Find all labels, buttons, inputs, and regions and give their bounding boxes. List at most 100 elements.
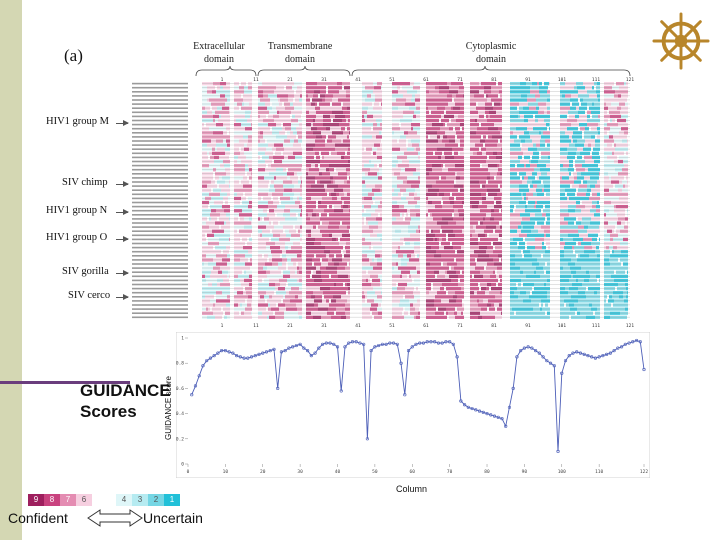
msa-cell-block	[500, 188, 502, 192]
msa-cell-block	[497, 270, 502, 274]
msa-cell-block	[246, 270, 252, 274]
msa-cell-block	[213, 188, 221, 192]
msa-cell-block	[223, 278, 229, 283]
msa-cell-block	[283, 295, 285, 299]
msa-cell-block	[571, 139, 573, 143]
msa-cell-block	[518, 123, 529, 127]
msa-cell-block	[426, 168, 432, 172]
msa-cell-block	[271, 164, 280, 168]
msa-cell-block	[444, 192, 450, 196]
msa-cell-block	[371, 303, 378, 307]
legend-swatch-3: 3	[132, 494, 148, 506]
msa-cell-block	[202, 82, 213, 86]
msa-cell-block	[592, 246, 596, 250]
msa-cell-block	[487, 246, 493, 250]
msa-cell-block	[581, 172, 589, 176]
msa-cell-block	[494, 217, 500, 221]
msa-cell-block	[565, 287, 569, 291]
msa-cell-block	[202, 143, 207, 147]
msa-cell-block	[300, 213, 302, 217]
msa-cell-block	[258, 118, 263, 123]
msa-cell-block	[560, 200, 569, 205]
msa-cell-block	[348, 287, 350, 291]
msa-cell-block	[313, 291, 323, 295]
msa-cell-block	[398, 262, 401, 266]
msa-cell-block	[626, 106, 628, 110]
msa-cell-block	[627, 291, 628, 295]
msa-cell-block	[567, 82, 576, 86]
domain-label-cytoplasmic: Cytoplasmic domain	[454, 40, 528, 66]
msa-cell-block	[317, 82, 327, 86]
msa-cell-block	[592, 266, 600, 270]
msa-cell-block	[548, 94, 550, 98]
msa-cell-block	[300, 237, 302, 242]
msa-cell-block	[560, 110, 568, 114]
msa-cell-block	[306, 258, 312, 262]
msa-cell-block	[543, 266, 550, 270]
msa-cell-block	[245, 114, 247, 119]
msa-cell-block	[329, 213, 335, 217]
msa-cell-block	[450, 200, 454, 205]
msa-cell-block	[229, 237, 230, 242]
msa-cell-block	[362, 131, 368, 135]
msa-cell-block	[392, 295, 403, 299]
msa-cell-block	[202, 246, 213, 250]
msa-cell-block	[447, 98, 452, 102]
msa-cell-block	[229, 258, 230, 262]
msa-cell-block	[374, 102, 379, 106]
msa-cell-block	[226, 213, 230, 217]
arrow-hiv1-n	[116, 209, 129, 215]
msa-cell-block	[283, 192, 294, 196]
msa-cell-block	[222, 270, 228, 274]
msa-residue-text	[202, 83, 630, 84]
msa-cell-block	[463, 217, 464, 221]
msa-cell-block	[417, 270, 420, 274]
msa-cell-block	[475, 143, 483, 147]
msa-cell-block	[500, 94, 502, 98]
msa-cell-block	[604, 205, 614, 209]
msa-cell-block	[524, 155, 530, 160]
msa-cell-block	[362, 217, 364, 221]
msa-cell-block	[548, 315, 550, 319]
msa-cell-block	[374, 164, 377, 168]
msa-cell-block	[618, 282, 622, 287]
msa-cell-block	[544, 184, 550, 188]
msa-cell-block	[470, 131, 476, 135]
msa-cell-block	[285, 217, 287, 221]
msa-cell-block	[463, 209, 464, 213]
msa-cell-block	[470, 168, 477, 172]
msa-cell-block	[473, 225, 476, 229]
msa-cell-block	[258, 209, 263, 213]
msa-cell-block	[270, 98, 278, 102]
msa-residue-text	[202, 165, 630, 166]
msa-cell-block	[371, 94, 375, 98]
msa-cell-block	[217, 106, 222, 110]
msa-cell-block	[284, 147, 294, 151]
msa-cell-block	[612, 229, 614, 233]
msa-cell-block	[510, 127, 516, 131]
msa-cell-block	[298, 139, 302, 143]
msa-cell-block	[442, 266, 449, 270]
msa-cell-block	[293, 196, 297, 201]
msa-cell-block	[312, 213, 316, 217]
msa-cell-block	[343, 139, 350, 143]
msa-cell-block	[438, 155, 441, 160]
msa-cell-block	[455, 315, 464, 319]
chart-data-point	[541, 355, 545, 359]
msa-cell-block	[375, 98, 382, 102]
msa-cell-block	[540, 274, 550, 278]
msa-cell-block	[392, 139, 397, 143]
msa-cell-block	[380, 188, 382, 192]
msa-cell-block	[535, 237, 544, 242]
msa-cell-block	[510, 159, 520, 164]
msa-cell-block	[609, 131, 614, 135]
msa-cell-block	[418, 237, 420, 242]
msa-cell-block	[519, 200, 526, 205]
chart-data-point	[522, 346, 526, 350]
msa-cell-block	[607, 229, 612, 233]
msa-cell-block	[324, 209, 331, 213]
msa-cell-block	[610, 299, 614, 303]
msa-cell-block	[576, 200, 580, 205]
group-label-siv-chimp: SIV chimp	[62, 177, 108, 188]
msa-cell-block	[272, 82, 283, 86]
